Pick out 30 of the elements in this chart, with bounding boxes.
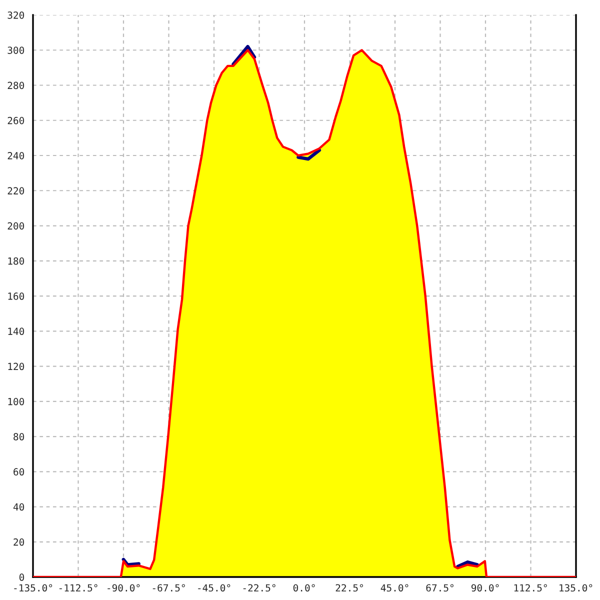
x-tick-label: -135.0° [14,584,52,592]
x-tick-label: -67.5° [152,584,185,592]
y-tick-label: 20 [14,538,24,546]
x-tick-label: -45.0° [198,584,230,592]
x-tick-label: -90.0° [108,584,140,592]
x-tick-label: -112.5° [59,584,98,592]
y-tick-label: 60 [14,468,24,476]
y-tick-label: 180 [8,257,24,265]
x-tick-label: 22.5° [336,584,363,592]
x-tick-label: 135.0° [560,584,592,592]
y-tick-label: 300 [8,46,24,54]
y-tick-label: 40 [13,503,24,511]
y-tick-label: 160 [8,292,24,300]
x-tick-label: 0.0° [293,584,315,592]
x-tick-label: -22.5° [243,584,276,592]
x-tick-label: 112.5° [514,584,547,592]
x-tick-label: 45.0° [380,584,408,592]
x-tick-label: 67.5° [426,584,454,592]
x-tick-label: 90.0° [471,584,499,592]
y-tick-label: 120 [8,362,24,370]
y-tick-label: 240 [8,152,24,160]
y-tick-label: 100 [8,398,24,406]
y-tick-label: 220 [8,187,24,194]
y-tick-label: 200 [8,222,24,230]
y-tick-label: 280 [8,82,24,90]
y-tick-label: 260 [8,116,24,124]
y-tick-label: 80 [14,433,24,440]
y-tick-label: 0 [19,574,24,581]
y-tick-label: 320 [8,12,24,19]
y-tick-label: 140 [8,328,24,335]
